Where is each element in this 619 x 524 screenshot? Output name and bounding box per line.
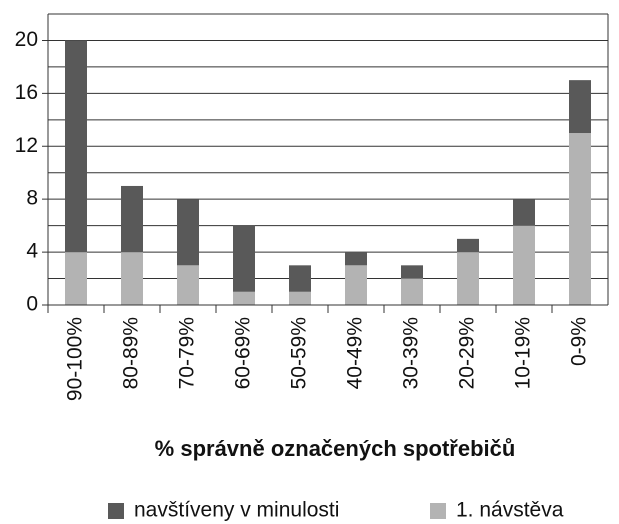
legend-swatch (430, 503, 446, 519)
bar-segment (289, 291, 311, 305)
x-tick-label: 70-79% (176, 317, 199, 389)
y-tick-label: 8 (26, 187, 38, 210)
bar-segment (289, 265, 311, 292)
bar-segment (177, 265, 199, 305)
bar-segment (121, 252, 143, 305)
bar-segment (233, 291, 255, 305)
legend-swatch (108, 503, 124, 519)
legend-label: 1. návstěva (456, 499, 564, 522)
x-tick-label: 60-69% (232, 317, 255, 389)
bar-segment (569, 133, 591, 305)
bar-segment (345, 252, 367, 266)
x-tick-label: 0-9% (568, 317, 591, 366)
legend-label: navštíveny v minulosti (134, 499, 339, 522)
y-tick-label: 4 (26, 240, 38, 263)
bar-segment (513, 199, 535, 226)
bar-segment (65, 40, 87, 253)
y-tick-label: 12 (15, 134, 38, 157)
bar-segment (401, 265, 423, 279)
bar-segment (457, 238, 479, 253)
x-tick-label: 10-19% (512, 317, 535, 389)
y-tick-label: 20 (15, 28, 38, 51)
bar-segment (177, 199, 199, 266)
x-tick-label: 20-29% (456, 317, 479, 389)
bar-segment (233, 225, 255, 292)
y-tick-label: 16 (15, 81, 38, 104)
bar-segment (513, 225, 535, 305)
bar-segment (345, 265, 367, 305)
x-tick-label: 50-59% (288, 317, 311, 389)
x-tick-label: 40-49% (344, 317, 367, 389)
bar-segment (401, 278, 423, 305)
bar-segment (121, 185, 143, 253)
y-tick-label: 0 (26, 293, 38, 316)
bar-segment (569, 80, 591, 134)
x-tick-label: 90-100% (64, 317, 87, 401)
bar-segment (457, 252, 479, 305)
bar-segment (65, 252, 87, 305)
x-tick-label: 30-39% (400, 317, 423, 389)
x-tick-label: 80-89% (120, 317, 143, 389)
x-axis-title: % správně označených spotřebičů (155, 436, 516, 461)
